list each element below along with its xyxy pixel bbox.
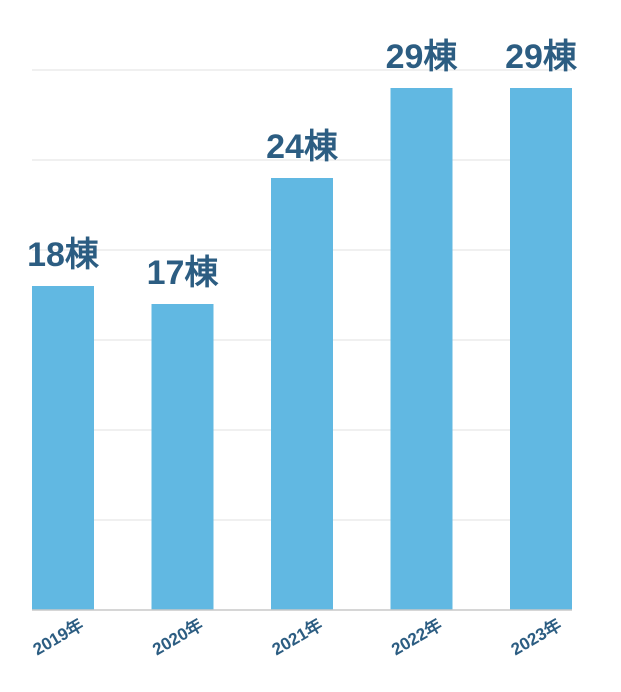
data-labels: 18棟 17棟 24棟 29棟 29棟 — [27, 38, 578, 292]
bar-2022年 — [390, 88, 453, 610]
bar-2021年 — [271, 178, 333, 610]
bar-2020年 — [151, 304, 214, 610]
data-label: 29棟 — [505, 38, 578, 76]
bar-2023年 — [510, 88, 572, 610]
data-label: 17棟 — [147, 254, 220, 292]
bar-2019年 — [32, 286, 94, 610]
x-tick-label: 2023年 — [507, 614, 564, 659]
data-label: 24棟 — [266, 128, 339, 166]
x-tick-label: 2021年 — [268, 614, 325, 659]
x-axis-tick-labels: 2019年 2020年 2021年 2022年 2023年 — [29, 614, 564, 659]
x-tick-label: 2020年 — [149, 614, 206, 659]
bars — [32, 88, 572, 610]
x-tick-label: 2022年 — [388, 614, 445, 659]
data-label: 29棟 — [386, 38, 459, 76]
data-label: 18棟 — [27, 236, 100, 274]
x-tick-label: 2019年 — [29, 614, 86, 659]
